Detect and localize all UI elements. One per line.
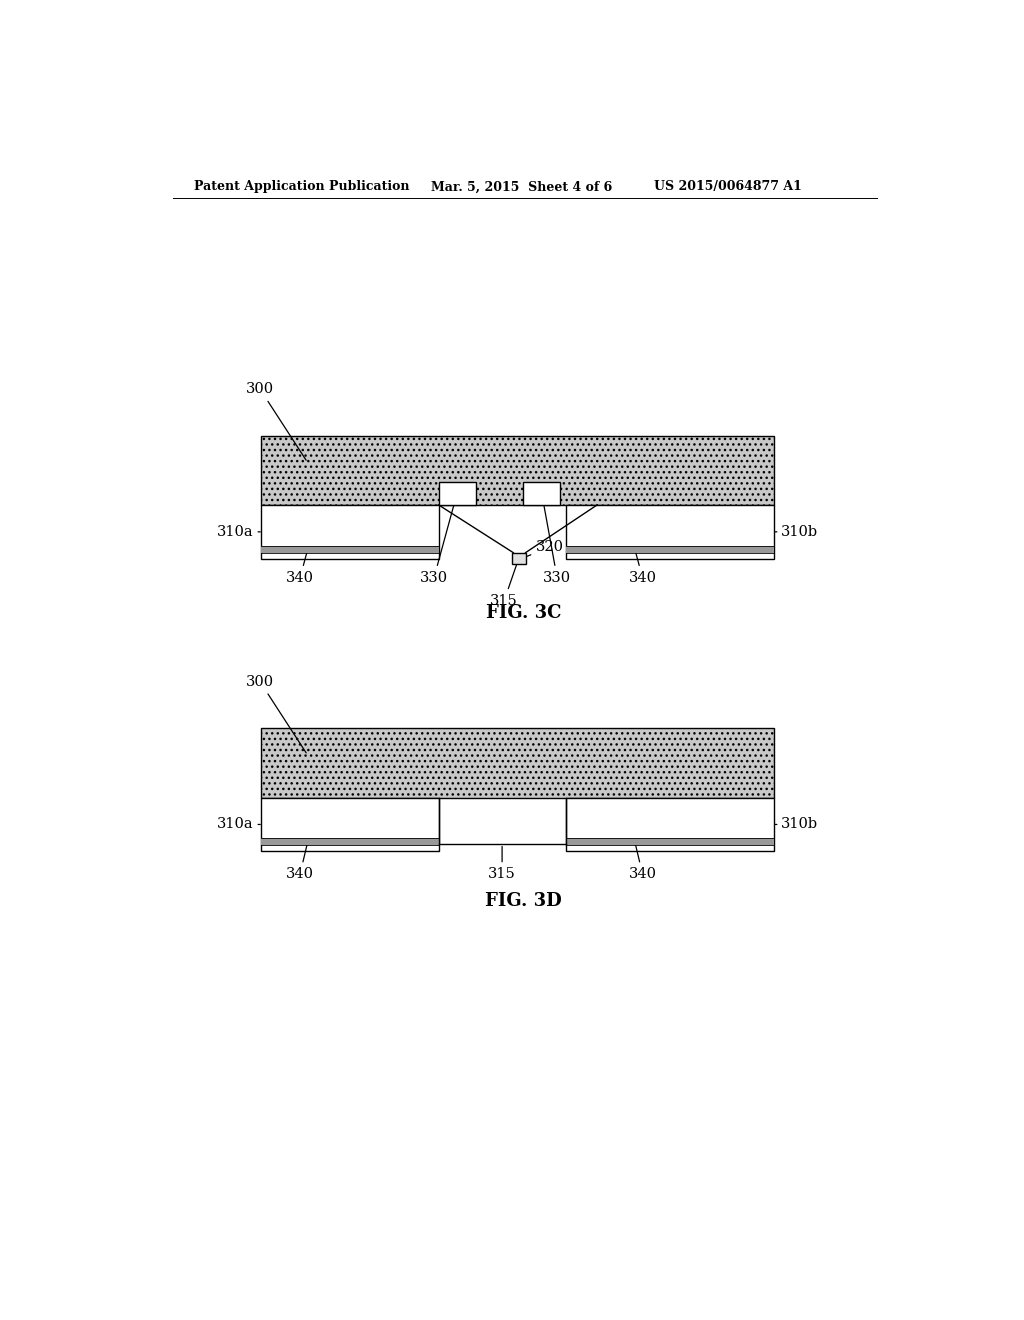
Text: 340: 340	[286, 845, 314, 882]
Bar	[261, 545, 438, 553]
Text: 310b: 310b	[781, 525, 818, 539]
Text: 330: 330	[543, 496, 571, 585]
Text: Patent Application Publication: Patent Application Publication	[194, 181, 410, 194]
Text: 300: 300	[246, 383, 306, 461]
Text: 310b: 310b	[781, 817, 818, 832]
Bar	[261, 436, 773, 506]
Text: 315: 315	[488, 846, 516, 882]
Bar	[261, 797, 438, 851]
Text: US 2015/0064877 A1: US 2015/0064877 A1	[654, 181, 802, 194]
Text: 310a: 310a	[217, 817, 254, 832]
Bar	[261, 506, 438, 558]
Text: 330: 330	[420, 496, 457, 585]
Bar	[438, 482, 475, 506]
Text: 320: 320	[524, 540, 564, 557]
Text: 340: 340	[629, 845, 656, 882]
Text: 300: 300	[246, 675, 306, 752]
Bar	[565, 506, 773, 558]
Bar	[565, 838, 773, 845]
Text: FIG. 3D: FIG. 3D	[485, 892, 561, 911]
Text: 310a: 310a	[217, 525, 254, 539]
Text: FIG. 3C: FIG. 3C	[485, 603, 561, 622]
Bar	[261, 729, 773, 797]
Bar	[523, 482, 560, 506]
Text: 315: 315	[490, 560, 518, 609]
Text: 340: 340	[629, 552, 656, 585]
Bar	[565, 545, 773, 553]
Text: Mar. 5, 2015  Sheet 4 of 6: Mar. 5, 2015 Sheet 4 of 6	[431, 181, 612, 194]
Bar	[512, 553, 526, 564]
Text: 340: 340	[286, 552, 314, 585]
Bar	[565, 797, 773, 851]
Bar	[261, 838, 438, 845]
